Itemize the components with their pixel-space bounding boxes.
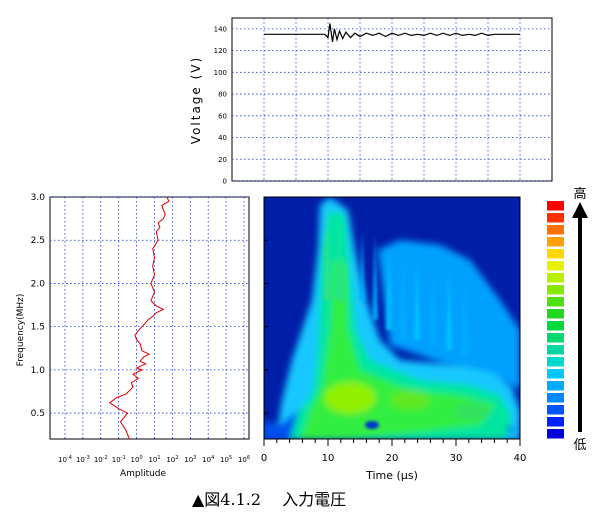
voltage-y-ticks: 0 20 40 60 80 100 120 140 (214, 25, 227, 185)
color-scale-swatch (547, 405, 564, 415)
heatmap-x-tick-label: 40 (514, 453, 527, 464)
spectrum-y-tick-label: 2.0 (31, 279, 46, 289)
spectrum-y-tick-label: 1.0 (31, 366, 46, 376)
color-scale: 高 低 (547, 186, 588, 453)
spectrum-x-tick-label: 104 (202, 455, 214, 464)
heatmap-x-tick-label: 30 (450, 453, 463, 464)
color-scale-swatch (547, 321, 564, 331)
color-scale-swatch (547, 237, 564, 247)
spectrum-x-tick-label: 102 (166, 455, 178, 464)
heatmap-x-ticks: 0 10 20 30 40 (261, 239, 527, 464)
spectrum-x-tick-label: 105 (220, 455, 232, 464)
voltage-y-tick-label: 20 (218, 156, 227, 164)
spectrum-y-tick-label: 1.5 (31, 323, 45, 333)
color-scale-high-label: 高 (573, 186, 586, 202)
color-scale-swatch (547, 381, 564, 391)
color-scale-swatch (547, 417, 564, 427)
spectrum-x-tick-label: 10-1 (112, 455, 126, 464)
color-scale-swatch (547, 273, 564, 283)
spectrum-x-tick-label: 106 (238, 455, 250, 464)
spectrum-y-ticks: 0.5 1.0 1.5 2.0 2.5 3.0 (31, 193, 46, 419)
color-scale-swatch (547, 225, 564, 235)
color-scale-swatch (547, 333, 564, 343)
spectrum-x-tick-label: 10-2 (94, 455, 108, 464)
color-scale-swatch (547, 369, 564, 379)
color-scale-swatch (547, 201, 564, 211)
spectrum-x-axis-title: Amplitude (120, 469, 167, 479)
voltage-gridlines (232, 18, 552, 182)
voltage-y-axis-title: Voltage (V) (189, 56, 203, 144)
spectrum-x-ticks: 10-4 10-3 10-2 10-1 100 101 102 103 104 105 106 (58, 455, 250, 464)
spectrum-x-tick-label: 101 (148, 455, 160, 464)
color-scale-swatch (547, 345, 564, 355)
voltage-y-tick-label: 0 (223, 178, 227, 186)
voltage-y-tick-label: 100 (214, 69, 227, 77)
spectrum-y-tick-label: 0.5 (31, 409, 45, 419)
up-arrow-icon (572, 202, 588, 432)
color-scale-swatch (547, 213, 564, 223)
spectrum-chart: 0.51.01.52.02.53.0 10-4 10-3 10-2 10-1 100 10… (16, 193, 250, 479)
figure-caption: ▲図4.1.2 入力電圧 (192, 490, 347, 509)
color-scale-low-label: 低 (573, 438, 586, 453)
heatmap-x-tick-label: 20 (386, 453, 399, 464)
voltage-chart: 0 20 40 60 80 100 120 140 Voltage (V) (189, 17, 553, 186)
color-scale-swatch (547, 261, 564, 271)
spectrum-series-line (108, 196, 170, 440)
color-scale-swatch (547, 393, 564, 403)
voltage-series-line (264, 23, 520, 43)
color-scale-swatch (547, 309, 564, 319)
color-scale-swatch (547, 357, 564, 367)
spectrum-x-tick-label: 10-4 (58, 455, 72, 464)
spectrum-y-tick-label: 2.5 (31, 236, 45, 246)
heatmap-image (264, 197, 520, 439)
voltage-y-tick-label: 60 (218, 112, 227, 120)
heatmap-x-tick-label: 0 (261, 453, 267, 464)
heatmap-x-tick-label: 10 (322, 453, 335, 464)
color-scale-swatch (547, 285, 564, 295)
spectrum-plot-frame (49, 196, 250, 440)
voltage-y-tick-label: 120 (214, 47, 227, 55)
heatmap-x-axis-title: Time (μs) (365, 469, 418, 482)
spectrum-y-tick-label: 3.0 (31, 193, 46, 203)
voltage-y-tick-label: 40 (218, 134, 227, 142)
color-scale-swatch (547, 249, 564, 259)
spectrum-x-tick-label: 100 (131, 455, 143, 464)
color-scale-swatches (547, 201, 564, 439)
color-scale-swatch (547, 429, 564, 439)
spectrum-x-tick-label: 103 (184, 455, 196, 464)
spectrum-y-axis-title: Frequency(MHz) (16, 294, 26, 367)
spectrum-x-tick-label: 10-3 (76, 455, 90, 464)
color-scale-swatch (547, 297, 564, 307)
spectrum-gridlines (50, 196, 249, 439)
voltage-y-tick-label: 80 (218, 91, 227, 99)
voltage-y-tick-label: 140 (214, 25, 227, 33)
heatmap-chart: 0 10 20 30 40 Time (μs) (261, 196, 527, 482)
